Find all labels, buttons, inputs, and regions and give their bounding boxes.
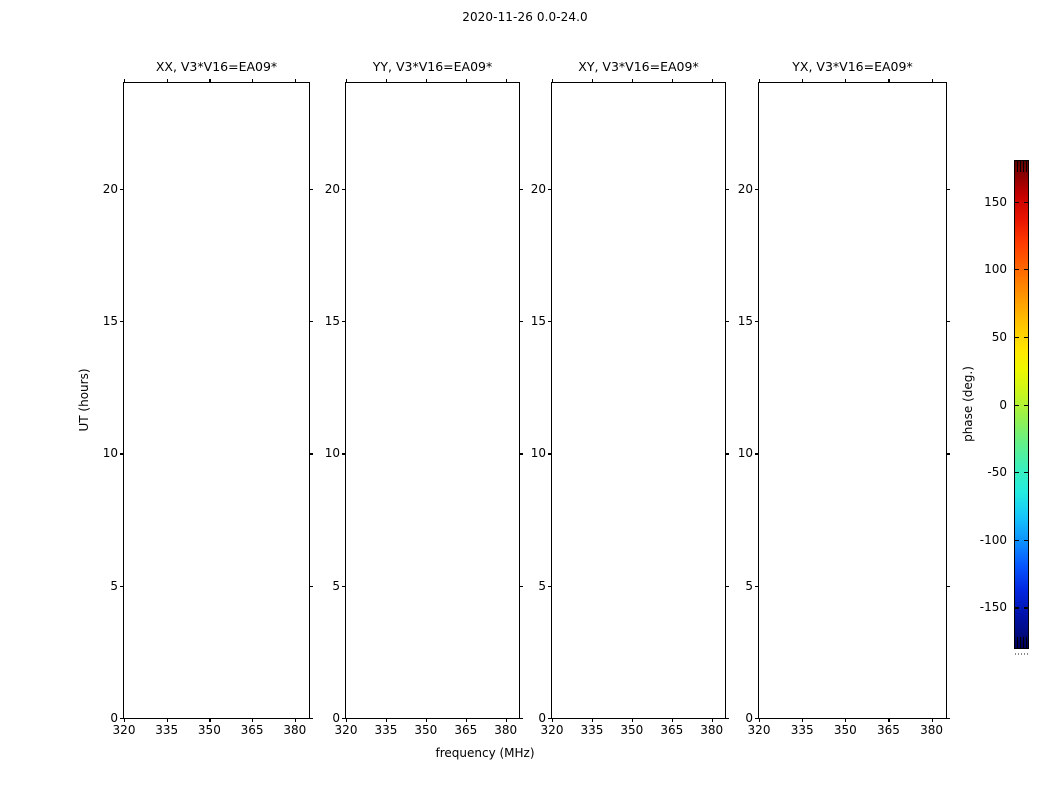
colorbar-tick-label: 150 (984, 194, 1007, 209)
ytick-label: 0 (538, 711, 546, 725)
xtick-label: 335 (580, 723, 604, 737)
ytick-label: 15 (737, 314, 753, 329)
xtick-label: 380 (920, 723, 944, 737)
ytick-label: 15 (324, 314, 340, 329)
x-axis-label: frequency (MHz) (435, 746, 535, 760)
colorbar-tick-label: -50 (987, 465, 1007, 480)
xtick-label: 320 (747, 723, 771, 737)
figure-suptitle: 2020-11-26 0.0-24.0 (462, 10, 588, 24)
colorbar-tick-label: -100 (979, 532, 1007, 547)
colorbar-tick-label: 100 (984, 262, 1007, 277)
plot-panel-yy[interactable]: YY, V3*V16=EA09* 0 5 10 15 20 320 335 35… (325, 59, 523, 736)
ytick-label: 5 (332, 578, 340, 593)
xtick-label: 335 (790, 723, 814, 737)
xtick-label: 365 (660, 723, 684, 737)
colorbar-tick-label: 0 (999, 397, 1007, 412)
ytick-label: 15 (530, 314, 546, 329)
y-axis-label: UT (hours) (77, 368, 91, 432)
ytick-label: 10 (102, 446, 118, 461)
colorbar[interactable]: 150 100 50 0 -50 -100 -150 (980, 160, 1029, 649)
xtick-label: 380 (283, 723, 307, 737)
ytick-label: 5 (538, 578, 546, 593)
xtick-label: 350 (414, 723, 438, 737)
colorbar-under-marks (1014, 652, 1029, 656)
plot-panel-xy[interactable]: XY, V3*V16=EA09* 0 5 10 15 20 320 335 35… (531, 59, 729, 736)
ytick-label: 20 (530, 181, 546, 196)
xtick-label: 350 (620, 723, 644, 737)
ytick-label: 10 (530, 446, 546, 461)
ytick-label: 10 (324, 446, 340, 461)
xtick-label: 320 (112, 723, 136, 737)
plot-panel-xx[interactable]: XX, V3*V16=EA09* 0 5 10 15 20 320 335 35… (103, 59, 313, 736)
ytick-label: 20 (324, 181, 340, 196)
ytick-label: 20 (737, 181, 753, 196)
ytick-label: 0 (745, 711, 753, 725)
colorbar-gradient (1015, 161, 1028, 648)
xtick-label: 320 (540, 723, 564, 737)
xtick-label: 350 (197, 723, 221, 737)
panel-title-yy: YY, V3*V16=EA09* (372, 59, 493, 74)
xtick-label: 365 (240, 723, 264, 737)
xtick-label: 335 (374, 723, 398, 737)
ytick-label: 10 (737, 446, 753, 461)
xtick-label: 320 (334, 723, 358, 737)
ytick-label: 15 (102, 314, 118, 329)
panel-title-xx: XX, V3*V16=EA09* (155, 59, 278, 74)
panel-title-yx: YX, V3*V16=EA09* (792, 59, 913, 74)
ytick-label: 0 (332, 711, 340, 725)
colorbar-label: phase (deg.) (961, 366, 975, 442)
ytick-label: 0 (110, 711, 118, 725)
panel-title-xy: XY, V3*V16=EA09* (578, 59, 699, 74)
xtick-label: 350 (833, 723, 857, 737)
plot-panel-yx[interactable]: YX, V3*V16=EA09* 0 5 10 15 20 320 335 35… (738, 59, 950, 736)
xtick-label: 365 (877, 723, 900, 737)
xtick-label: 365 (454, 723, 478, 737)
xtick-label: 380 (700, 723, 724, 737)
ytick-label: 5 (745, 578, 753, 593)
colorbar-tick-label: 50 (991, 329, 1007, 344)
xtick-label: 335 (155, 723, 179, 737)
colorbar-tick-label: -150 (979, 600, 1007, 615)
ytick-label: 20 (102, 181, 118, 196)
ytick-label: 5 (110, 578, 118, 593)
xtick-label: 380 (494, 723, 518, 737)
